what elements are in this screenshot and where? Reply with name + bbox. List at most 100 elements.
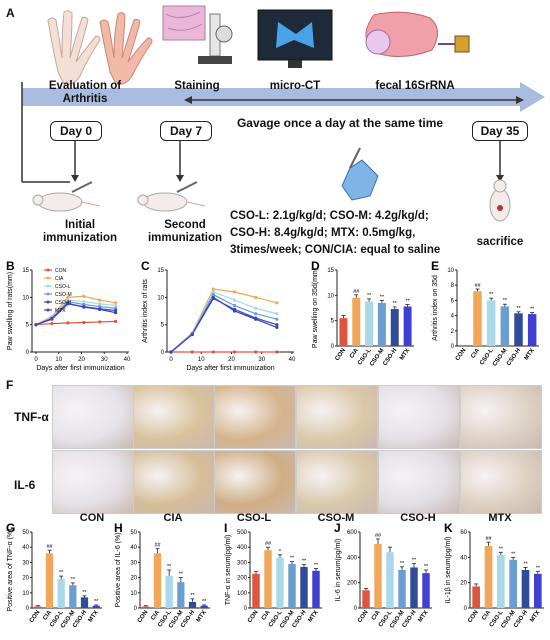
y-tick-label: 8 — [451, 283, 455, 289]
bar-cso-h — [188, 601, 197, 608]
intestine-icon — [365, 11, 470, 57]
bar-cso-m — [377, 302, 386, 346]
data-point — [254, 316, 258, 320]
x-tick-label: CSO-H — [506, 348, 522, 367]
y-tick-label: 15 — [157, 268, 164, 274]
bar-con — [252, 573, 260, 608]
bar-cso-m — [398, 570, 406, 608]
legend-entry: MTX — [55, 308, 66, 314]
micrograph-tnf-cso-h — [378, 385, 460, 449]
significance-mark: ** — [380, 294, 385, 300]
label-second: Second immunization — [147, 219, 223, 244]
panel-letter-c: C — [141, 259, 150, 273]
micrograph-il6-cso-h — [378, 450, 460, 514]
x-tick-label: CIA — [470, 347, 481, 359]
y-tick-label: 40 — [460, 555, 467, 561]
gavage-hand-icon — [341, 147, 379, 201]
legend-entry: CSO-M — [55, 292, 72, 298]
data-point — [50, 317, 54, 321]
series-line-con — [35, 320, 116, 326]
y-tick-label: 0 — [464, 606, 468, 612]
micrograph-tnf-mtx — [460, 385, 542, 449]
data-point — [98, 320, 102, 324]
bar-mtx — [200, 605, 208, 608]
y-tick-label: 200 — [347, 581, 358, 587]
bar-cso-l — [486, 300, 496, 346]
y-tick-label: 20 — [22, 576, 29, 582]
series-line-mtx — [170, 297, 278, 353]
significance-mark: ** — [71, 577, 76, 583]
y-tick-label: 0 — [26, 606, 30, 612]
x-tick-label: CIA — [261, 609, 272, 621]
micrograph-tnf-cso-l — [214, 385, 296, 449]
significance-mark: ** — [536, 565, 541, 571]
x-tick-label: MTX — [524, 348, 536, 362]
day-7-box: Day 7 — [160, 121, 212, 141]
bar-con — [362, 590, 370, 608]
y-tick-label: 400 — [347, 555, 358, 561]
y-tick-label: 0 — [161, 350, 165, 356]
label-fecal: fecal 16SrRNA — [375, 80, 455, 92]
data-point — [190, 332, 194, 337]
panel-letter-e: E — [431, 259, 439, 273]
day-0-box: Day 0 — [50, 121, 102, 141]
data-point — [232, 298, 237, 302]
data-point — [114, 319, 118, 323]
bar-cia — [45, 553, 54, 608]
y-axis-label: IL-6 in serum(pg/ml) — [335, 539, 342, 602]
y-tick-label: 100 — [237, 591, 248, 597]
y-tick-label: 2 — [451, 329, 455, 335]
chart-e: E Arthritis index on 35d 0 2 4 6 8 10 CON ## CIA **… — [431, 259, 539, 368]
significance-mark: ## — [353, 289, 360, 295]
x-tick-label: CON — [357, 610, 370, 624]
micro-ct-icon — [257, 9, 333, 68]
significance-mark: ** — [167, 564, 172, 570]
series-line-mtx — [35, 303, 116, 326]
label-microct: micro-CT — [269, 80, 321, 92]
panel-letter-a: A — [6, 6, 15, 20]
x-tick-label: 30 — [258, 357, 265, 363]
x-tick-label: CON — [334, 348, 347, 362]
y-tick-label: 0 — [26, 350, 30, 356]
significance-mark: ** — [499, 546, 504, 552]
series-line-cso-h — [170, 296, 278, 353]
y-tick-label: 10 — [327, 293, 334, 299]
panel-letter-j: J — [334, 521, 341, 535]
data-point — [211, 296, 215, 301]
timeline-arrow — [22, 82, 545, 112]
significance-mark: ** — [290, 556, 295, 562]
data-point — [254, 306, 258, 310]
significance-mark: ** — [530, 307, 535, 313]
panel-letter-b: B — [6, 259, 15, 273]
bar-cso-h — [410, 567, 418, 608]
bar-cso-m — [177, 582, 185, 608]
data-point — [82, 294, 86, 298]
x-tick-label: 20 — [78, 357, 85, 363]
data-point — [275, 350, 279, 354]
micrograph-tnf-cia — [133, 385, 215, 449]
data-point — [211, 293, 215, 297]
rat-injection-icon — [137, 181, 206, 212]
y-tick-label: 300 — [237, 560, 248, 566]
x-tick-label: CSO-H — [382, 348, 398, 367]
bar-cso-l — [386, 552, 394, 608]
y-axis-label: Positive area of IL-6 (%) — [115, 532, 122, 607]
label-staining: Staining — [174, 80, 220, 92]
bar-con — [472, 586, 480, 608]
significance-mark: ** — [516, 306, 521, 312]
significance-mark: ## — [375, 533, 382, 539]
y-tick-label: 0 — [134, 606, 138, 612]
y-tick-label: 6 — [451, 298, 455, 304]
significance-mark: ## — [46, 544, 53, 550]
data-point — [275, 301, 279, 305]
data-point — [254, 295, 258, 299]
panel-letter-k: K — [444, 521, 453, 535]
y-tick-label: 5 — [161, 323, 165, 329]
x-tick-label: MTX — [307, 610, 319, 624]
significance-mark: ** — [489, 292, 494, 298]
data-point — [50, 321, 54, 326]
x-tick-label: CON — [29, 610, 42, 624]
